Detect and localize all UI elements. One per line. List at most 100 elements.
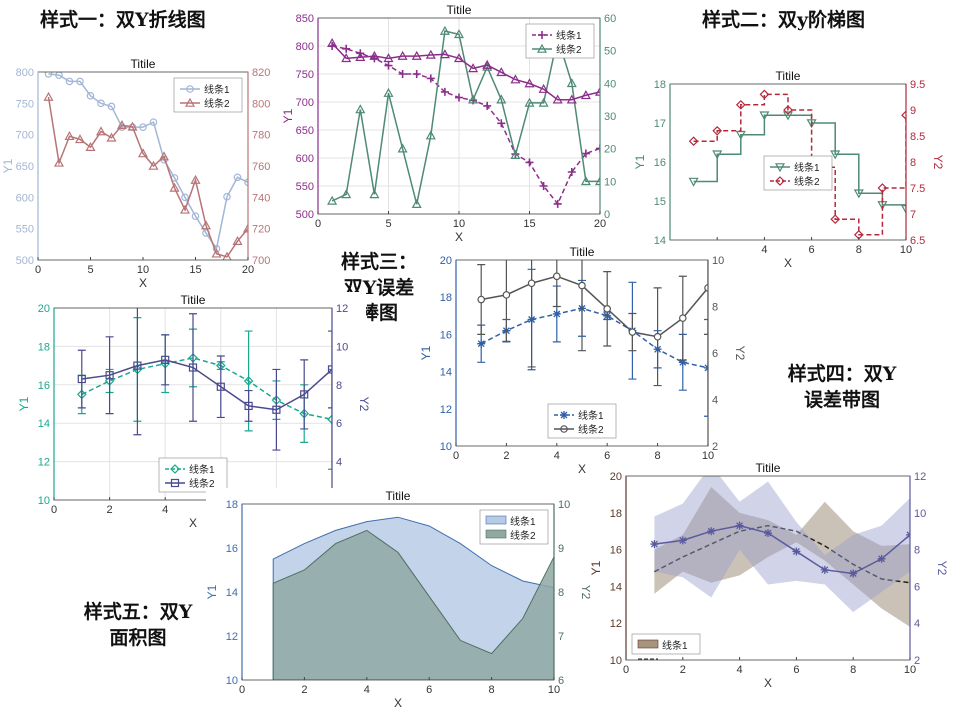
c4-series-2-point (161, 355, 170, 364)
c1-series-1-point (76, 77, 84, 86)
c4-title: Titile (181, 293, 206, 307)
c7-x-tick-label: 4 (737, 664, 743, 676)
c2-series-2-point (580, 176, 591, 186)
c3-series-2-point (877, 183, 888, 193)
c5-x-tick-label: 8 (655, 450, 661, 462)
c6-x-tick-label: 2 (301, 684, 307, 696)
c1-series-1-point (97, 99, 105, 108)
c2-y-tick-label: 700 (296, 97, 314, 109)
c2-series-3-point (594, 86, 600, 96)
c2-series-3-point (369, 50, 380, 60)
c3-series-2-point (830, 214, 841, 225)
c2-series-2-point (397, 143, 408, 153)
c1-y2-tick-label: 720 (252, 224, 270, 236)
style4-label-line2: 误差带图 (803, 388, 880, 411)
c2-series-2-point (453, 29, 465, 39)
c5-series-2-point (578, 281, 586, 290)
c5-series-2-line (481, 275, 708, 338)
c4-legend-marker (170, 478, 180, 488)
c3-series-1-point (688, 177, 699, 187)
c2-series-1-point (384, 61, 393, 70)
c2-series-1-point (525, 158, 534, 167)
c5-x-tick-label: 4 (554, 450, 560, 462)
c2-series-3-point (355, 51, 366, 61)
c7-y-tick-label: 14 (610, 581, 622, 593)
c3-series-2-point (901, 110, 906, 121)
c2-series-1-point (553, 199, 562, 208)
c5-title: Titile (570, 245, 595, 259)
c5-y-tick-label: 12 (440, 404, 452, 416)
c5-y-tick-label: 10 (440, 441, 452, 453)
c1-y-tick-label: 650 (16, 161, 34, 173)
c2-series-1-point (567, 168, 576, 176)
style3-label-line3: 棒图 (359, 302, 398, 325)
c3-y2-tick-label: 7 (910, 209, 916, 221)
c2-y-tick-label: 500 (296, 209, 314, 221)
c3-x-tick-label: 8 (856, 244, 862, 256)
c5-series-2-point (552, 272, 561, 281)
c3-legend-label: 线条2 (794, 175, 820, 188)
c7-series-1-band (654, 487, 910, 627)
c1-series-2-point (74, 134, 86, 144)
c2-series-2-point (383, 87, 394, 97)
c7-series-1-line (654, 524, 910, 584)
c6-legend-swatch (485, 529, 507, 539)
c1-x-tick-label: 5 (87, 264, 93, 276)
c7-y2-tick-label: 6 (914, 581, 920, 593)
c1-series-2-line (47, 96, 248, 258)
c1-y-tick-label: 550 (16, 224, 34, 236)
c2-y2-tick-label: 20 (604, 144, 616, 156)
c1-series-2-point (242, 223, 248, 233)
c1-series-1-point (191, 212, 200, 220)
c1-series-2-point (169, 182, 180, 192)
c2-legend-marker (538, 31, 546, 39)
c2-series-2-point (510, 149, 521, 159)
c2-series-2-point (468, 94, 479, 104)
c7-series-2-line (654, 524, 910, 575)
c4-y-tick-label: 12 (38, 457, 50, 469)
c3-series-2-point (783, 105, 793, 115)
c4-series-2-point (244, 401, 253, 411)
c3-series-1-point (806, 119, 817, 129)
c4-plot (76, 308, 332, 470)
c1-legend-marker (186, 85, 194, 93)
c1-legend-marker (184, 97, 196, 107)
c7-series-2-point (678, 536, 687, 545)
c1-series-1-point (55, 72, 63, 79)
c2-series-3-point (552, 94, 563, 104)
c5-series-1-point (552, 309, 561, 318)
c2-series-3-point (327, 37, 338, 47)
c4-series-2-point (327, 365, 332, 374)
c7-x-tick-label: 10 (904, 664, 916, 676)
c2-group: 0 5 10 15 20 500 550 600 650 700 750 800 850 0 10 20 30 4… (281, 2, 634, 244)
c2-series-1-point (342, 44, 351, 53)
c2-legend-marker (536, 43, 548, 53)
c2-series-3-point (439, 49, 450, 59)
c1-y2-tick-label: 700 (252, 255, 270, 267)
c1-y2-tick-label: 780 (252, 130, 270, 142)
c3-y-tick-label: 17 (654, 118, 666, 130)
c7-legend-box (631, 633, 701, 655)
c2-series-3-point (566, 94, 577, 104)
c7-group: 0 2 4 6 8 10 10 12 14 16 18 20 2 4 6 8 10 12 Titile X Y1 Y2 线条… (589, 460, 949, 690)
c6-y-tick-label: 12 (226, 631, 238, 643)
c1-series-1-point (244, 178, 248, 187)
c3-y-tick-label: 18 (654, 79, 666, 91)
c5-y-label: Y1 (419, 345, 433, 360)
c5-series-2-point (653, 332, 662, 341)
c1-y2-tick-label: 820 (252, 67, 270, 79)
c1-plot (43, 72, 248, 260)
c5-legend-marker (560, 425, 568, 433)
c2-series-2-point (524, 97, 535, 107)
c1-y-tick-label: 800 (16, 67, 34, 79)
c2-y2-tick-label: 50 (604, 46, 616, 58)
c5-y-tick-label: 20 (440, 255, 452, 267)
c2-y2-tick-label: 0 (604, 209, 610, 221)
c1-x-tick-label: 10 (137, 264, 149, 276)
c7-y-tick-label: 12 (610, 618, 622, 630)
c6-legend-box (479, 509, 549, 545)
c1-series-2-point (95, 126, 107, 136)
c4-y-tick-label: 20 (38, 303, 50, 315)
c6-y2-label: Y2 (579, 585, 593, 600)
c5-series-2-point (678, 314, 687, 322)
